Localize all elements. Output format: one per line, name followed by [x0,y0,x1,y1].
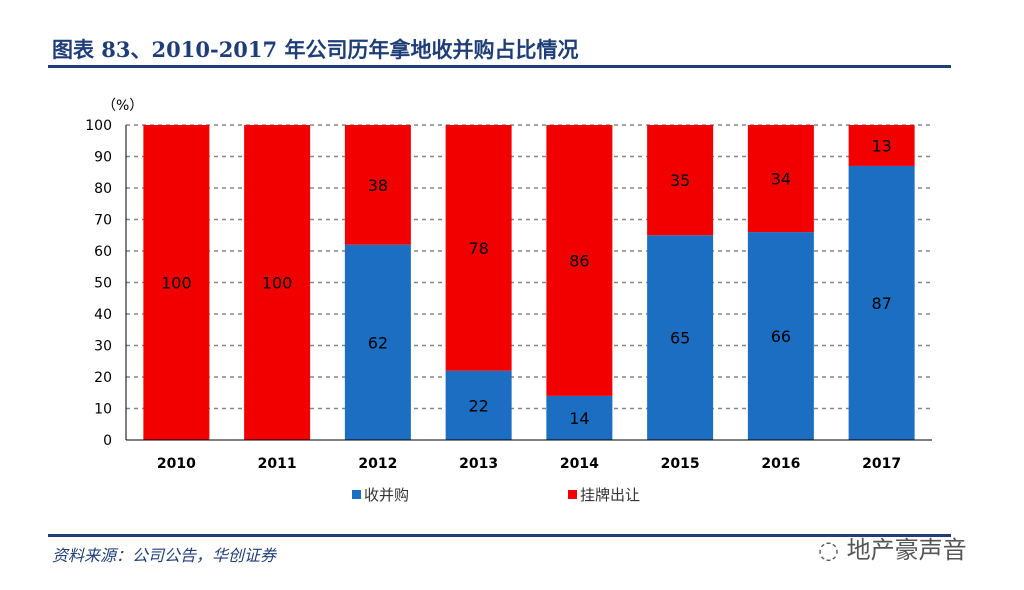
y-tick-label: 40 [94,307,112,323]
x-tick-label: 2013 [459,456,498,472]
y-tick-label: 80 [94,181,112,197]
data-label: 65 [670,329,690,348]
bar-挂牌出让-2010 [143,125,210,440]
bar-收并购-2013 [445,370,512,440]
legend-label: 挂牌出让 [580,486,640,504]
y-tick-label: 50 [94,276,112,292]
x-tick-label: 2017 [862,456,901,472]
data-label: 87 [871,294,891,313]
source-note: 资料来源：公司公告，华创证券 [52,546,277,565]
bar-挂牌出让-2012 [344,125,411,245]
bar-挂牌出让-2017 [848,125,915,166]
y-tick-label: 70 [94,213,112,229]
x-tick-label: 2015 [661,456,700,472]
legend-swatch [568,490,577,499]
data-label: 100 [161,274,192,293]
x-tick-label: 2010 [157,456,196,472]
legend-label: 收并购 [364,486,409,504]
stacked-bar-chart: （%） 0 10 20 30 40 50 60 70 80 90 100 100 2010 100 2011 6… [85,98,932,504]
data-label: 78 [468,239,488,258]
y-tick-label: 60 [94,244,112,260]
bar-挂牌出让-2011 [244,125,311,440]
data-label: 100 [262,274,293,293]
y-tick-label: 0 [103,433,112,449]
x-tick-label: 2014 [560,456,599,472]
x-tick-label: 2011 [258,456,297,472]
chart-title: 图表 83、2010-2017 年公司历年拿地收并购占比情况 [52,37,579,62]
bar-收并购-2012 [344,244,411,440]
data-label: 62 [368,333,388,352]
data-label: 86 [569,251,589,270]
data-label: 13 [871,136,891,155]
y-tick-label: 90 [94,150,112,166]
data-label: 35 [670,171,690,190]
data-label: 34 [771,170,791,189]
y-tick-label: 20 [94,370,112,386]
data-label: 22 [468,396,488,415]
x-tick-label: 2012 [358,456,397,472]
data-label: 14 [569,409,589,428]
watermark-text: 地产豪声音 [846,536,967,564]
footer-divider [48,534,951,537]
y-tick-label: 30 [94,339,112,355]
y-unit-label: （%） [102,98,143,114]
y-tick-label: 100 [85,118,112,134]
data-label: 66 [771,327,791,346]
bar-收并购-2014 [546,395,613,440]
y-tick-label: 10 [94,402,112,418]
bar-收并购-2016 [747,232,814,440]
bar-挂牌出让-2016 [747,125,814,233]
title-divider [48,65,951,68]
bar-挂牌出让-2015 [647,125,714,236]
bar-挂牌出让-2014 [546,125,613,396]
bar-收并购-2017 [848,165,915,440]
bar-挂牌出让-2013 [445,125,512,371]
legend-swatch [352,490,361,499]
data-label: 38 [368,176,388,195]
watermark: ◌ 地产豪声音 [818,536,967,564]
bar-收并购-2015 [647,235,714,440]
x-tick-label: 2016 [761,456,800,472]
